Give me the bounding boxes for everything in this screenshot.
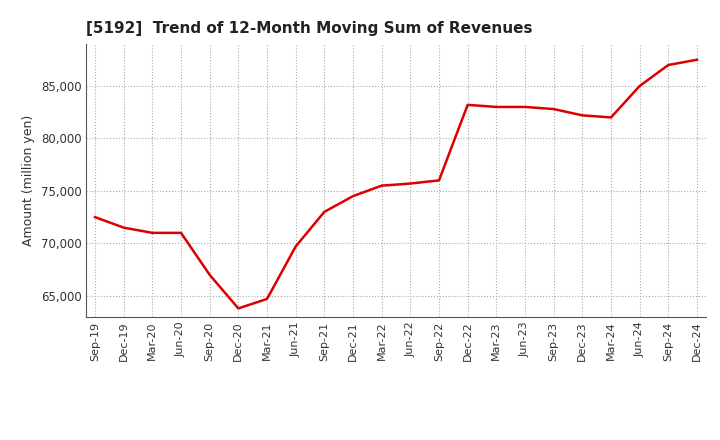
Y-axis label: Amount (million yen): Amount (million yen) [22,115,35,246]
Text: [5192]  Trend of 12-Month Moving Sum of Revenues: [5192] Trend of 12-Month Moving Sum of R… [86,21,533,36]
